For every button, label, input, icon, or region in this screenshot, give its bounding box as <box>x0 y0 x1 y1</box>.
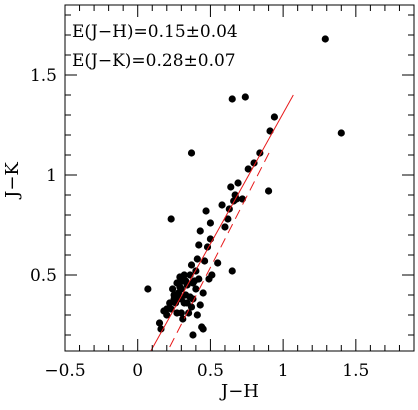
x-tick-label: −0.5 <box>44 361 85 381</box>
data-point-75 <box>187 149 196 157</box>
data-point-78 <box>321 35 329 43</box>
data-point-48 <box>199 289 207 297</box>
data-point-79 <box>337 129 345 137</box>
data-point-56 <box>214 259 222 267</box>
y-tick-label: 1 <box>46 166 57 186</box>
data-point-29 <box>185 309 193 317</box>
x-tick-label: 0 <box>132 361 143 381</box>
dashed-reddening-line <box>169 150 271 348</box>
data-point-40 <box>193 311 201 319</box>
data-point-18 <box>177 309 185 317</box>
data-point-44 <box>196 301 204 309</box>
data-point-73 <box>270 113 278 121</box>
data-point-23 <box>180 271 188 279</box>
data-point-54 <box>206 219 215 227</box>
y-tick-label: 1.5 <box>30 66 57 86</box>
data-point-0 <box>144 285 152 293</box>
data-point-68 <box>244 165 252 173</box>
data-point-47 <box>199 325 207 333</box>
data-point-41 <box>193 255 201 263</box>
data-point-1 <box>155 319 164 327</box>
data-point-69 <box>250 159 258 167</box>
data-point-72 <box>266 127 274 135</box>
data-point-77 <box>241 93 249 101</box>
data-point-39 <box>192 285 200 293</box>
x-tick-label: 1 <box>278 361 289 381</box>
data-point-50 <box>202 207 210 215</box>
y-axis-label: J−K <box>2 162 23 200</box>
x-axis-label: J−H <box>219 381 259 402</box>
data-point-71 <box>264 187 273 195</box>
data-point-45 <box>196 227 204 235</box>
data-point-8 <box>169 285 177 293</box>
data-point-36 <box>189 331 197 339</box>
data-point-66 <box>234 179 242 187</box>
data-point-43 <box>195 241 203 249</box>
y-tick-label: 0.5 <box>30 266 57 286</box>
annotation-ejk: E(J−K)=0.28±0.07 <box>72 51 236 71</box>
data-point-20 <box>177 285 185 293</box>
x-tick-label: 1.5 <box>342 361 369 381</box>
data-point-76 <box>228 95 236 103</box>
data-point-62 <box>228 267 236 275</box>
data-point-42 <box>195 275 203 283</box>
data-point-4 <box>163 311 171 319</box>
data-point-2 <box>157 325 165 333</box>
data-point-32 <box>187 261 196 269</box>
data-point-58 <box>221 223 229 231</box>
data-point-57 <box>218 201 226 209</box>
data-point-74 <box>167 215 175 223</box>
data-point-55 <box>208 271 216 279</box>
data-point-59 <box>224 215 232 223</box>
x-tick-label: 0.5 <box>197 361 224 381</box>
data-point-49 <box>201 257 209 265</box>
solid-reddening-line <box>150 94 294 352</box>
data-point-61 <box>227 183 235 191</box>
data-point-33 <box>187 303 196 311</box>
annotation-ejh: E(J−H)=0.15±0.04 <box>72 22 238 42</box>
